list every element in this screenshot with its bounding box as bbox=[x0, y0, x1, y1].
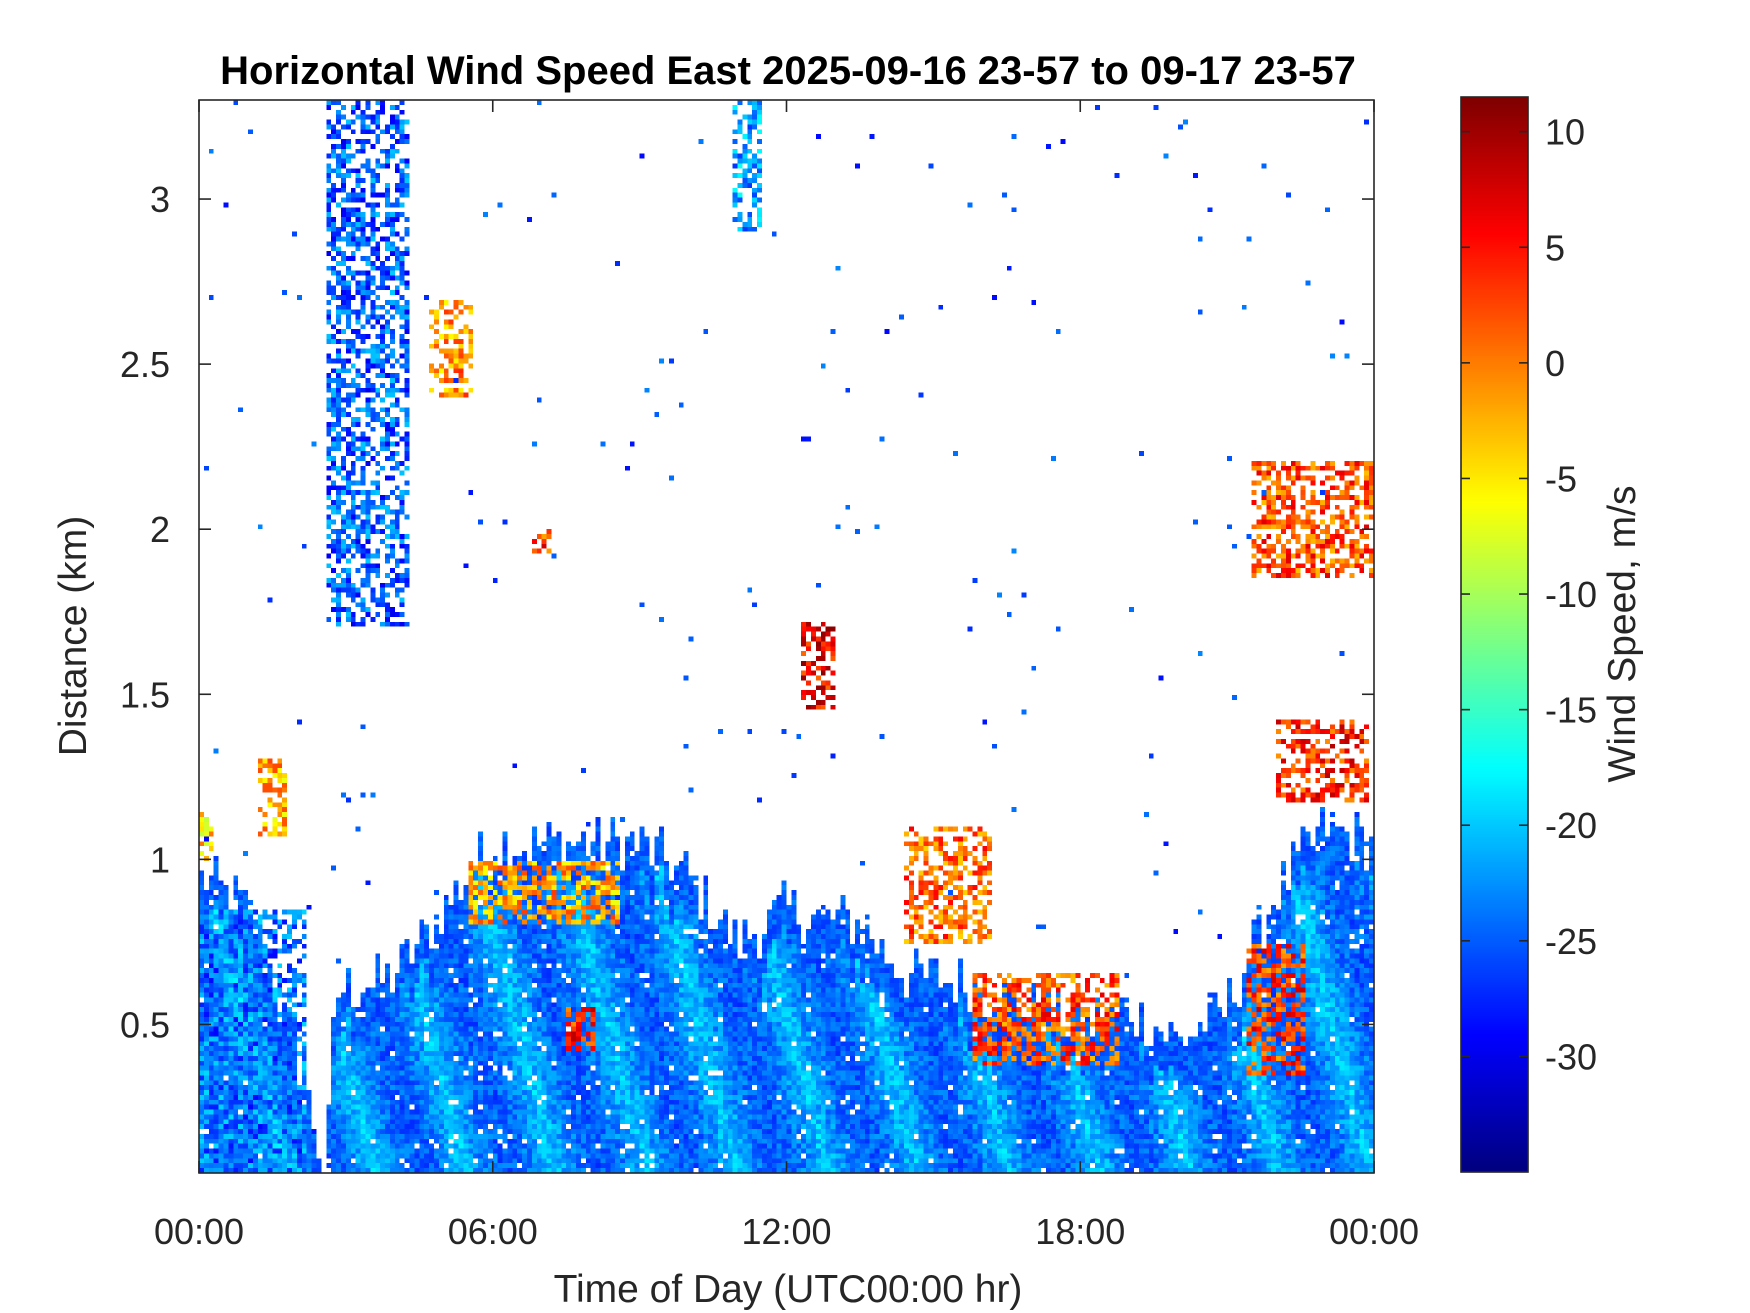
y-axis-label: Distance (km) bbox=[52, 516, 95, 757]
y-tick-label: 0.5 bbox=[120, 1004, 170, 1045]
colorbar-frame bbox=[1460, 96, 1529, 1173]
y-axis: 0.5 1 1.5 2 2.5 3 bbox=[120, 179, 1374, 1045]
chart-title: Horizontal Wind Speed East 2025-09-16 23… bbox=[220, 49, 1356, 93]
colorbar-tick-label: -20 bbox=[1545, 805, 1597, 846]
x-tick-label: 18:00 bbox=[1035, 1211, 1125, 1252]
colorbar: 10 5 0 -5 -10 -15 -20 -25 -30 Wind Speed, m/s bbox=[1460, 96, 1644, 1173]
colorbar-tick-label: -10 bbox=[1545, 574, 1597, 615]
colorbar-tick-label: -5 bbox=[1545, 458, 1577, 499]
x-tick-label: 00:00 bbox=[154, 1211, 244, 1252]
colorbar-tick-label: 5 bbox=[1545, 227, 1565, 268]
colorbar-gradient bbox=[1461, 97, 1528, 1172]
y-tick-label: 3 bbox=[150, 179, 170, 220]
plot-area: 00:00 06:00 12:00 18:00 00:00 0.5 1 1.5 2 2.5 3 bbox=[120, 99, 1419, 1252]
colorbar-tick-label: -30 bbox=[1545, 1036, 1597, 1077]
colorbar-tick-label: -25 bbox=[1545, 921, 1597, 962]
colorbar-tick-label: 0 bbox=[1545, 343, 1565, 384]
x-axis: 00:00 06:00 12:00 18:00 00:00 bbox=[154, 100, 1419, 1252]
y-tick-label: 1.5 bbox=[120, 674, 170, 715]
y-tick-label: 2.5 bbox=[120, 344, 170, 385]
colorbar-label: Wind Speed, m/s bbox=[1601, 486, 1644, 783]
colorbar-ticks: 10 5 0 -5 -10 -15 -20 -25 -30 bbox=[1461, 112, 1597, 1077]
colorbar-tick-label: 10 bbox=[1545, 112, 1585, 153]
x-axis-label: Time of Day (UTC00:00 hr) bbox=[554, 1268, 1023, 1311]
colorbar-tick-label: -15 bbox=[1545, 690, 1597, 731]
heatmap-image bbox=[199, 100, 1374, 1173]
x-tick-label: 00:00 bbox=[1329, 1211, 1419, 1252]
y-tick-label: 2 bbox=[150, 509, 170, 550]
y-tick-label: 1 bbox=[150, 839, 170, 880]
x-tick-label: 12:00 bbox=[741, 1211, 831, 1252]
x-tick-label: 06:00 bbox=[448, 1211, 538, 1252]
